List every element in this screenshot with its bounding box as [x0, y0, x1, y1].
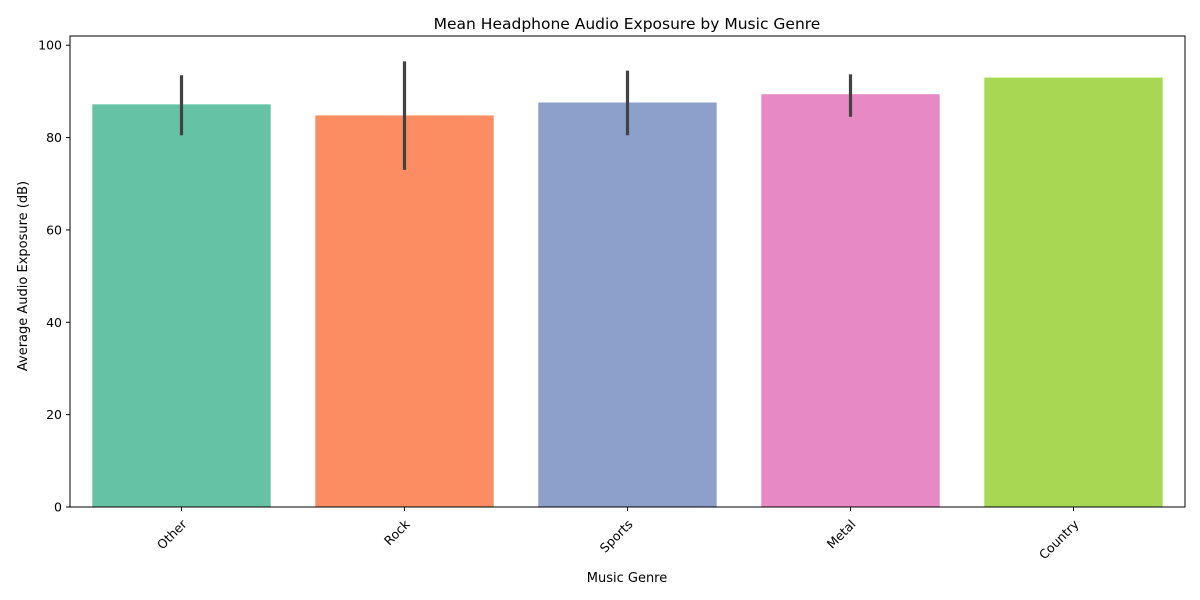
x-tick-label-other: Other: [154, 516, 190, 552]
chart-title: Mean Headphone Audio Exposure by Music G…: [434, 15, 821, 33]
y-tick-label-60: 60: [46, 222, 62, 237]
x-axis-label: Music Genre: [587, 571, 668, 586]
bar-country: [984, 77, 1163, 507]
bar-rock: [315, 115, 494, 508]
bars-group: [92, 77, 1163, 508]
x-tick-label-sports: Sports: [597, 517, 636, 556]
bar-metal: [761, 94, 940, 508]
y-axis-label: Average Audio Exposure (dB): [16, 181, 31, 371]
x-tick-label-country: Country: [1036, 516, 1082, 562]
error-bars-group: [179, 61, 853, 170]
bar-other: [92, 104, 271, 507]
y-tick-label-100: 100: [38, 38, 62, 53]
plot-frame: [69, 35, 1186, 508]
y-tick-label-40: 40: [46, 315, 62, 330]
y-tick-label-80: 80: [46, 130, 62, 145]
y-tick-label-20: 20: [46, 407, 62, 422]
y-tick-label-0: 0: [54, 500, 62, 515]
x-tick-label-metal: Metal: [824, 517, 859, 552]
x-axis: Other Rock Sports Metal Country: [154, 507, 1082, 562]
y-axis: 0 20 40 60 80 100: [38, 38, 70, 515]
bar-sports: [538, 102, 717, 508]
x-tick-label-rock: Rock: [381, 516, 413, 548]
